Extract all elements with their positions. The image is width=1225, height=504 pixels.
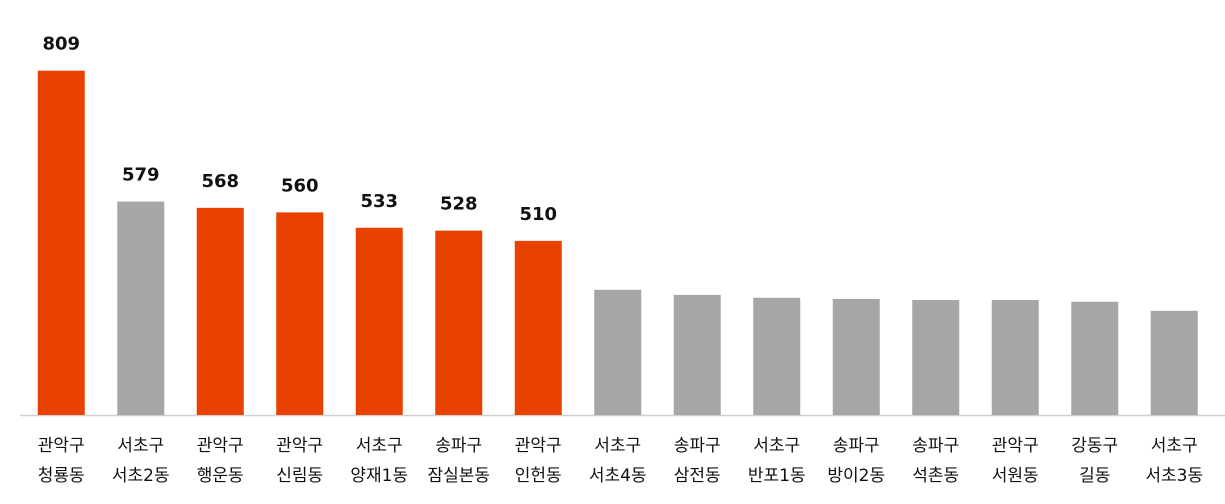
x-tick-label: 송파구 bbox=[674, 436, 721, 456]
x-tick-label: 석촌동 bbox=[912, 466, 959, 486]
x-tick-label: 관악구 bbox=[515, 436, 562, 456]
x-tick-label: 강동구 bbox=[1071, 436, 1118, 456]
bar bbox=[117, 201, 165, 415]
x-tick-label: 서초구 bbox=[1151, 436, 1198, 456]
x-tick-label: 방이2동 bbox=[827, 466, 885, 486]
x-tick-label: 청룡동 bbox=[38, 466, 85, 486]
value-label: 568 bbox=[201, 171, 239, 192]
x-tick-label: 서초구 bbox=[356, 436, 403, 456]
bar bbox=[594, 289, 642, 415]
value-label: 579 bbox=[122, 165, 160, 186]
bar bbox=[753, 297, 801, 415]
bar bbox=[37, 70, 85, 416]
bar bbox=[1150, 310, 1198, 415]
x-tick-label: 송파구 bbox=[912, 436, 959, 456]
x-tick-label: 서초구 bbox=[753, 436, 800, 456]
x-tick-label: 서초3동 bbox=[1145, 466, 1203, 486]
value-label: 560 bbox=[281, 175, 319, 196]
x-tick-label: 서초2동 bbox=[112, 466, 170, 486]
x-tick-label: 송파구 bbox=[833, 436, 880, 456]
x-tick-label: 삼전동 bbox=[674, 466, 721, 486]
bar bbox=[1071, 301, 1119, 415]
bar bbox=[832, 298, 880, 415]
bar bbox=[435, 230, 483, 415]
value-label: 528 bbox=[440, 194, 478, 215]
value-label: 510 bbox=[519, 204, 557, 225]
x-tick-label: 송파구 bbox=[435, 436, 482, 456]
x-tick-label: 관악구 bbox=[38, 436, 85, 456]
x-tick-label: 관악구 bbox=[197, 436, 244, 456]
bar bbox=[196, 207, 244, 415]
value-label: 533 bbox=[360, 191, 398, 212]
bar bbox=[355, 227, 403, 415]
x-tick-label: 서초구 bbox=[594, 436, 641, 456]
x-tick-label: 잠실본동 bbox=[427, 466, 490, 486]
bar bbox=[912, 300, 960, 415]
bar bbox=[673, 294, 721, 415]
x-tick-label: 인헌동 bbox=[515, 466, 562, 486]
x-tick-label: 양재1동 bbox=[350, 466, 408, 486]
x-tick-label: 행운동 bbox=[197, 466, 244, 486]
bar bbox=[276, 212, 324, 415]
x-tick-label: 관악구 bbox=[992, 436, 1039, 456]
x-tick-label: 신림동 bbox=[276, 466, 323, 486]
x-tick-label: 관악구 bbox=[276, 436, 323, 456]
bar bbox=[991, 300, 1039, 415]
x-tick-label: 서초구 bbox=[117, 436, 164, 456]
bar bbox=[514, 240, 562, 415]
x-tick-label: 서원동 bbox=[992, 466, 1039, 486]
value-label: 809 bbox=[42, 34, 80, 55]
x-tick-label: 반포1동 bbox=[748, 466, 806, 486]
x-tick-label: 길동 bbox=[1079, 466, 1110, 486]
x-tick-label: 서초4동 bbox=[589, 466, 647, 486]
